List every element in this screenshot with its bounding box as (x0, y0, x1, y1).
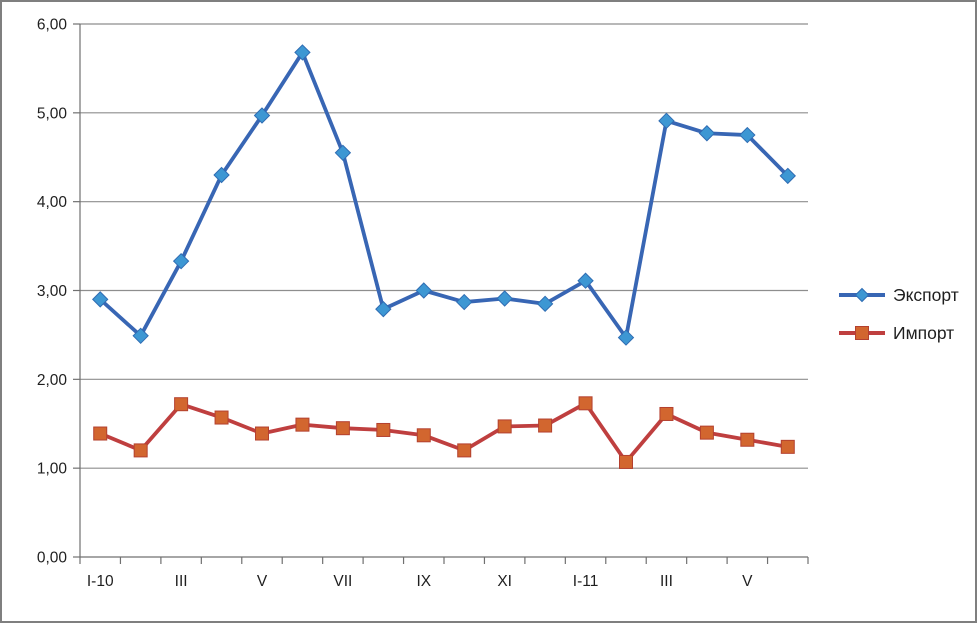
y-tick-label: 3,00 (37, 283, 68, 300)
x-tick-label: VII (333, 573, 352, 590)
y-tick-label: 2,00 (37, 372, 68, 389)
export-marker (375, 300, 392, 318)
export-marker (294, 44, 311, 61)
import-marker (133, 443, 148, 458)
export-marker (132, 327, 149, 345)
export-marker (456, 293, 473, 311)
import-marker (538, 418, 553, 433)
import-marker (659, 406, 674, 421)
legend-item-import: Импорт (838, 314, 959, 352)
export-marker (698, 125, 716, 142)
export-marker (213, 166, 230, 184)
import-legend-marker (855, 326, 869, 340)
export-marker (617, 329, 635, 346)
import-marker (740, 432, 755, 447)
export-marker (739, 126, 756, 144)
export-marker (415, 282, 432, 299)
export-legend-swatch (839, 287, 885, 303)
x-tick-label: III (175, 573, 188, 590)
x-tick-label: IX (416, 573, 431, 590)
import-marker (174, 397, 189, 412)
x-tick-label: I-11 (573, 573, 599, 590)
y-tick-label: 0,00 (37, 550, 68, 567)
x-tick-label: I-10 (87, 573, 114, 590)
y-tick-label: 5,00 (37, 105, 68, 122)
export-marker (577, 272, 594, 289)
import-marker (699, 425, 714, 440)
chart-legend: Экспорт Импорт (838, 276, 959, 352)
import-legend-swatch (839, 326, 885, 340)
legend-item-export: Экспорт (838, 276, 959, 314)
import-marker (780, 439, 795, 454)
x-tick-label: XI (497, 573, 512, 590)
import-marker (416, 428, 431, 443)
import-marker (214, 410, 229, 425)
legend-label-export: Экспорт (893, 284, 959, 305)
import-line (98, 401, 790, 464)
export-marker (779, 167, 796, 185)
x-tick-label: V (257, 573, 268, 590)
y-tick-label: 6,00 (37, 17, 68, 34)
export-marker (92, 291, 109, 308)
export-marker (536, 295, 554, 313)
export-marker (253, 107, 271, 124)
legend-label-import: Импорт (893, 322, 955, 343)
import-marker (619, 454, 633, 469)
export-marker (334, 144, 352, 162)
import-marker (376, 422, 391, 437)
export-marker (658, 112, 675, 130)
y-tick-label: 1,00 (37, 461, 68, 478)
export-legend-marker (854, 287, 870, 303)
import-marker (578, 396, 593, 411)
import-marker (457, 443, 472, 458)
import-marker (335, 421, 350, 436)
import-marker (93, 426, 108, 441)
y-tick-label: 4,00 (37, 194, 68, 211)
export-line (98, 50, 790, 340)
import-marker (295, 417, 310, 432)
x-tick-label: III (660, 573, 673, 590)
import-marker (497, 419, 512, 434)
x-tick-label: V (742, 573, 753, 590)
export-marker (496, 290, 513, 307)
import-marker (255, 426, 269, 441)
export-marker (172, 252, 190, 270)
